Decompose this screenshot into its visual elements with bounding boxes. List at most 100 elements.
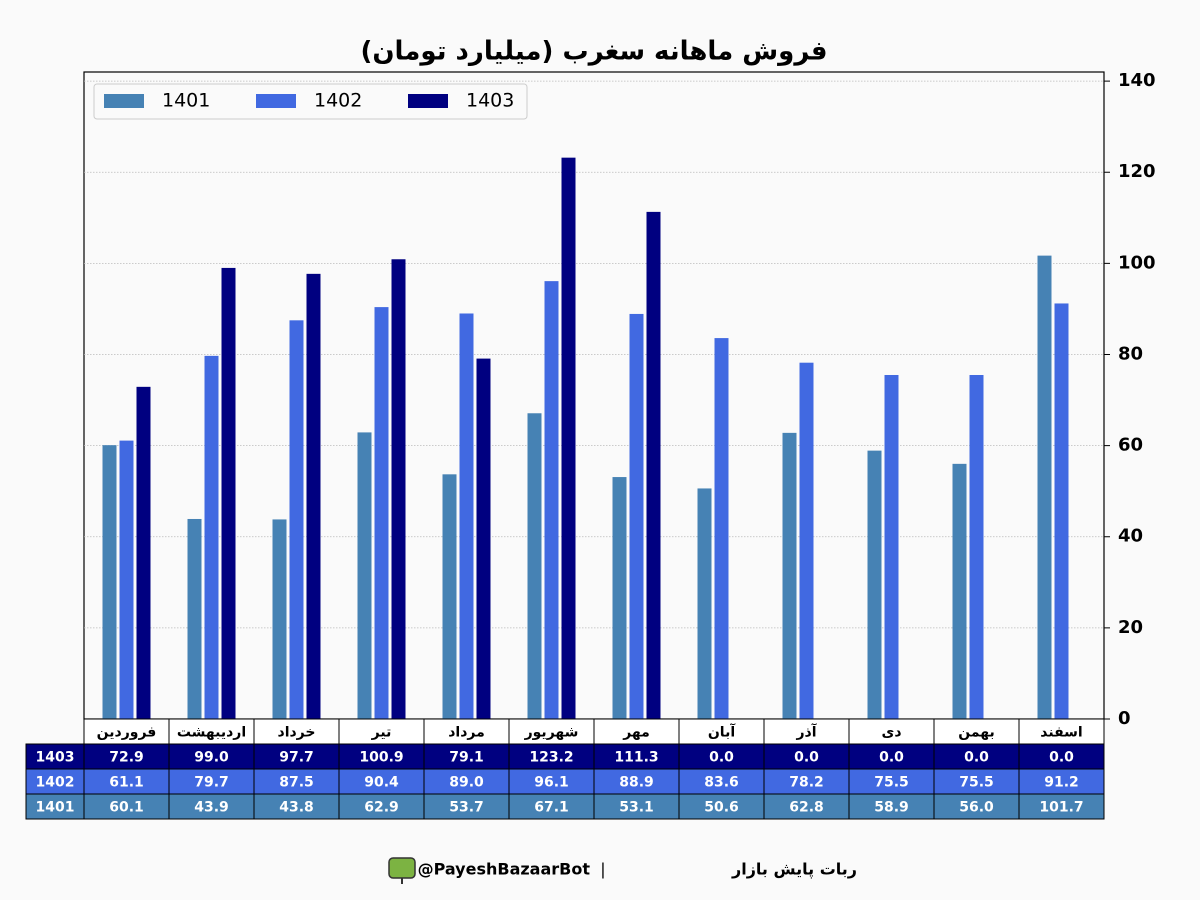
y-tick-label: 120 xyxy=(1118,161,1156,182)
table-header-cell: مهر xyxy=(622,725,650,741)
bar xyxy=(391,259,406,719)
bar xyxy=(374,307,389,719)
table-cell: 79.7 xyxy=(194,775,229,791)
plot-area xyxy=(83,71,1105,720)
bar xyxy=(119,440,134,719)
bar xyxy=(442,474,457,719)
table-cell: 67.1 xyxy=(534,800,569,816)
table-cell: 62.8 xyxy=(789,800,824,816)
table-header-cell: شهریور xyxy=(524,725,579,741)
bar xyxy=(867,450,882,719)
table-row-label: 1403 xyxy=(36,750,75,766)
table-cell: 53.1 xyxy=(619,800,654,816)
y-tick-label: 20 xyxy=(1118,617,1143,638)
table-cell: 83.6 xyxy=(704,775,739,791)
table-row-label: 1401 xyxy=(36,800,75,816)
table-cell: 75.5 xyxy=(959,775,994,791)
bar xyxy=(561,157,576,719)
table-header-cell: تیر xyxy=(371,725,392,741)
chart-title: فروش ماهانه سغرب (میلیارد تومان) xyxy=(360,37,827,67)
bar xyxy=(187,518,202,719)
legend-label: 1401 xyxy=(162,90,210,112)
table-cell: 61.1 xyxy=(109,775,144,791)
bar xyxy=(646,211,661,719)
bar xyxy=(782,432,797,719)
table-header-cell: خرداد xyxy=(278,725,316,741)
legend-swatch xyxy=(408,94,448,108)
bar xyxy=(476,358,491,719)
table-header-cell: اردیبهشت xyxy=(177,725,246,741)
bar xyxy=(102,445,117,719)
table-cell: 56.0 xyxy=(959,800,994,816)
bar xyxy=(136,386,151,719)
table-cell: 111.3 xyxy=(614,750,658,766)
table-row-bg xyxy=(25,768,1105,795)
table-header-cell: فروردین xyxy=(97,725,157,741)
bar xyxy=(272,519,287,719)
bar xyxy=(969,374,984,719)
y-tick-label: 40 xyxy=(1118,526,1143,547)
bar xyxy=(952,463,967,719)
bot-icon xyxy=(388,857,416,879)
table-header-cell: آبان xyxy=(708,723,736,741)
table-cell: 0.0 xyxy=(964,750,989,766)
table-cell: 91.2 xyxy=(1044,775,1079,791)
y-tick-label: 60 xyxy=(1118,435,1143,456)
footer: ربات پایش بازار | @PayeshBazaarBot xyxy=(388,857,857,884)
table-cell: 101.7 xyxy=(1039,800,1083,816)
table-row-label: 1402 xyxy=(36,775,75,791)
table-cell: 100.9 xyxy=(359,750,403,766)
legend-label: 1403 xyxy=(466,90,514,112)
table-cell: 88.9 xyxy=(619,775,654,791)
bar xyxy=(629,313,644,719)
table-cell: 96.1 xyxy=(534,775,569,791)
bar xyxy=(612,477,627,719)
bar xyxy=(306,273,321,719)
legend-box xyxy=(93,83,528,120)
table-cell: 99.0 xyxy=(194,750,229,766)
table-cell: 123.2 xyxy=(529,750,573,766)
table-cell: 43.8 xyxy=(279,800,314,816)
bar xyxy=(714,338,729,719)
y-tick-label: 140 xyxy=(1118,70,1156,91)
legend-swatch xyxy=(104,94,144,108)
table-cell: 0.0 xyxy=(1049,750,1074,766)
bar xyxy=(527,413,542,719)
table-row-bg xyxy=(25,793,1105,820)
table-cell: 90.4 xyxy=(364,775,399,791)
y-tick-label: 80 xyxy=(1118,343,1143,364)
bar xyxy=(697,488,712,719)
table-cell: 97.7 xyxy=(279,750,314,766)
bar xyxy=(884,374,899,719)
table-header-cell: مرداد xyxy=(448,725,485,741)
bar xyxy=(544,281,559,719)
table-cell: 50.6 xyxy=(704,800,739,816)
bar xyxy=(1037,255,1052,719)
table-cell: 0.0 xyxy=(879,750,904,766)
y-tick-label: 100 xyxy=(1118,252,1156,273)
bar xyxy=(459,313,474,719)
table-cell: 0.0 xyxy=(794,750,819,766)
bar xyxy=(204,355,219,719)
table-cell: 75.5 xyxy=(874,775,909,791)
table-cell: 58.9 xyxy=(874,800,909,816)
bar xyxy=(357,432,372,719)
footer-separator: | xyxy=(600,860,605,879)
table-cell: 43.9 xyxy=(194,800,229,816)
bar xyxy=(799,362,814,719)
table-cell: 0.0 xyxy=(709,750,734,766)
table-header-cell: اسفند xyxy=(1040,725,1082,741)
table-header-cell: آذر xyxy=(795,723,817,741)
table-row-bg xyxy=(25,743,1105,770)
bar xyxy=(1054,303,1069,719)
table-cell: 89.0 xyxy=(449,775,484,791)
table-cell: 79.1 xyxy=(449,750,484,766)
table-header-cell: بهمن xyxy=(958,725,994,741)
table-cell: 53.7 xyxy=(449,800,484,816)
table-cell: 60.1 xyxy=(109,800,144,816)
legend-swatch xyxy=(256,94,296,108)
bar xyxy=(221,267,236,719)
y-tick-label: 0 xyxy=(1118,708,1131,729)
footer-bot-name: ربات پایش بازار xyxy=(731,860,857,880)
